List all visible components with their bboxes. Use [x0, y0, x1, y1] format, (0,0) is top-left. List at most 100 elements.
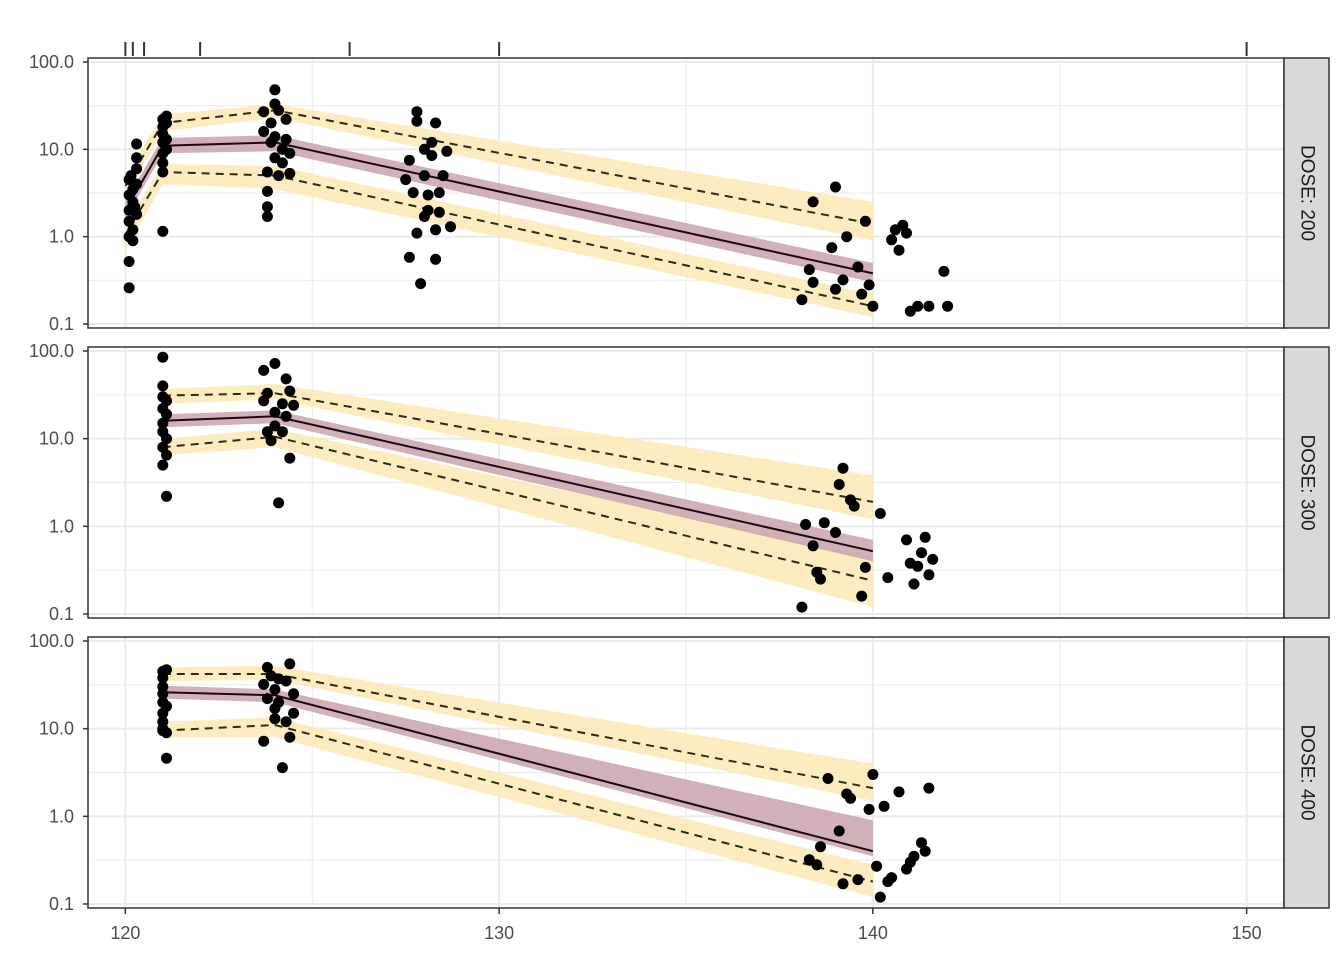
observed-point	[157, 688, 169, 700]
observed-point	[261, 166, 273, 178]
observed-point	[258, 678, 270, 690]
observed-point	[269, 420, 281, 432]
observed-point	[841, 231, 853, 243]
observed-point	[280, 675, 292, 687]
p95-band	[125, 104, 873, 241]
observed-point	[411, 115, 423, 127]
observed-point	[445, 221, 456, 233]
observed-point	[261, 201, 273, 213]
observed-point	[901, 227, 912, 239]
observed-point	[127, 235, 139, 247]
observed-point	[837, 878, 849, 890]
observed-point	[403, 154, 415, 166]
panel-dose-200: 0.1 1.0 10.0 100.0 DOSE: 200	[29, 52, 1330, 334]
observed-point	[284, 658, 296, 670]
observed-point	[874, 508, 886, 519]
x-tick-label: 150	[1232, 923, 1262, 943]
x-axis: 120 130 140 150	[110, 908, 1262, 943]
observed-point	[908, 578, 920, 590]
observed-point	[878, 800, 890, 812]
observed-point	[157, 417, 169, 429]
observed-point	[437, 170, 449, 182]
observed-point	[157, 225, 169, 237]
y-tick-label: 10.0	[39, 719, 74, 739]
y-tick-label: 10.0	[39, 139, 74, 159]
y-tick-label: 0.1	[49, 314, 74, 334]
observed-point	[919, 845, 931, 857]
observed-point	[830, 527, 841, 538]
observed-point	[265, 435, 277, 447]
observed-point	[426, 136, 438, 148]
observed-point	[411, 106, 423, 118]
observed-point	[161, 143, 172, 155]
facet-strip	[1283, 346, 1330, 619]
observed-point	[261, 387, 273, 399]
observed-point	[161, 110, 172, 122]
observed-point	[127, 224, 139, 236]
y-tick-label: 1.0	[49, 516, 74, 536]
observed-point	[418, 170, 430, 182]
observed-point	[859, 215, 871, 227]
observed-point	[430, 117, 442, 129]
observed-point	[284, 452, 296, 464]
observed-point	[867, 300, 879, 312]
observed-point	[269, 84, 281, 96]
observed-point	[284, 731, 296, 743]
x-tick-label: 120	[110, 923, 140, 943]
observed-point	[125, 170, 137, 182]
observed-point	[837, 274, 849, 286]
observed-point	[123, 215, 135, 227]
panel-dose-400: 0.1 1.0 10.0 100.0 DOSE: 400	[29, 631, 1330, 914]
observed-point	[433, 187, 445, 199]
observed-point	[123, 282, 135, 294]
observed-point	[923, 300, 935, 312]
y-tick-label: 100.0	[29, 341, 74, 361]
observed-point	[258, 106, 270, 118]
observed-point	[280, 133, 292, 145]
observed-point	[848, 500, 860, 512]
observed-point	[833, 479, 845, 490]
observed-point	[280, 373, 292, 385]
y-tick-label: 0.1	[49, 604, 74, 624]
observed-point	[273, 104, 285, 116]
observed-point	[441, 145, 453, 157]
observed-point	[288, 707, 300, 719]
p05-band	[162, 428, 873, 608]
p95-line	[124, 109, 874, 225]
observed-point	[852, 261, 864, 273]
observed-point	[261, 185, 273, 197]
observed-point	[161, 449, 172, 461]
facet-strip-label: DOSE: 200	[1296, 145, 1317, 241]
observed-point	[157, 351, 169, 363]
observed-point	[893, 786, 905, 798]
observed-point	[845, 792, 856, 804]
observed-point	[258, 735, 270, 747]
observed-point	[923, 782, 935, 794]
observed-point	[269, 358, 281, 369]
facet-strip	[1283, 636, 1330, 909]
observed-point	[276, 426, 288, 438]
observed-point	[863, 803, 875, 815]
observed-point	[942, 300, 954, 312]
observed-point	[912, 300, 924, 312]
observed-point	[280, 113, 292, 125]
observed-point	[157, 166, 169, 178]
observed-point	[161, 408, 172, 420]
observed-point	[796, 601, 808, 613]
observed-point	[129, 201, 141, 213]
observed-point	[269, 131, 281, 143]
observed-point	[912, 560, 924, 572]
top-rug	[124, 42, 1248, 56]
observed-point	[422, 189, 434, 201]
observed-point	[430, 224, 442, 236]
observed-point	[269, 406, 281, 418]
median-line	[162, 691, 874, 853]
y-tick-label: 100.0	[29, 52, 74, 72]
observed-point	[886, 872, 898, 884]
p05-line	[124, 170, 874, 308]
observed-point	[161, 433, 172, 445]
observed-point	[815, 573, 826, 585]
observed-point	[161, 133, 172, 145]
observed-point	[908, 850, 920, 862]
observed-point	[161, 727, 172, 739]
